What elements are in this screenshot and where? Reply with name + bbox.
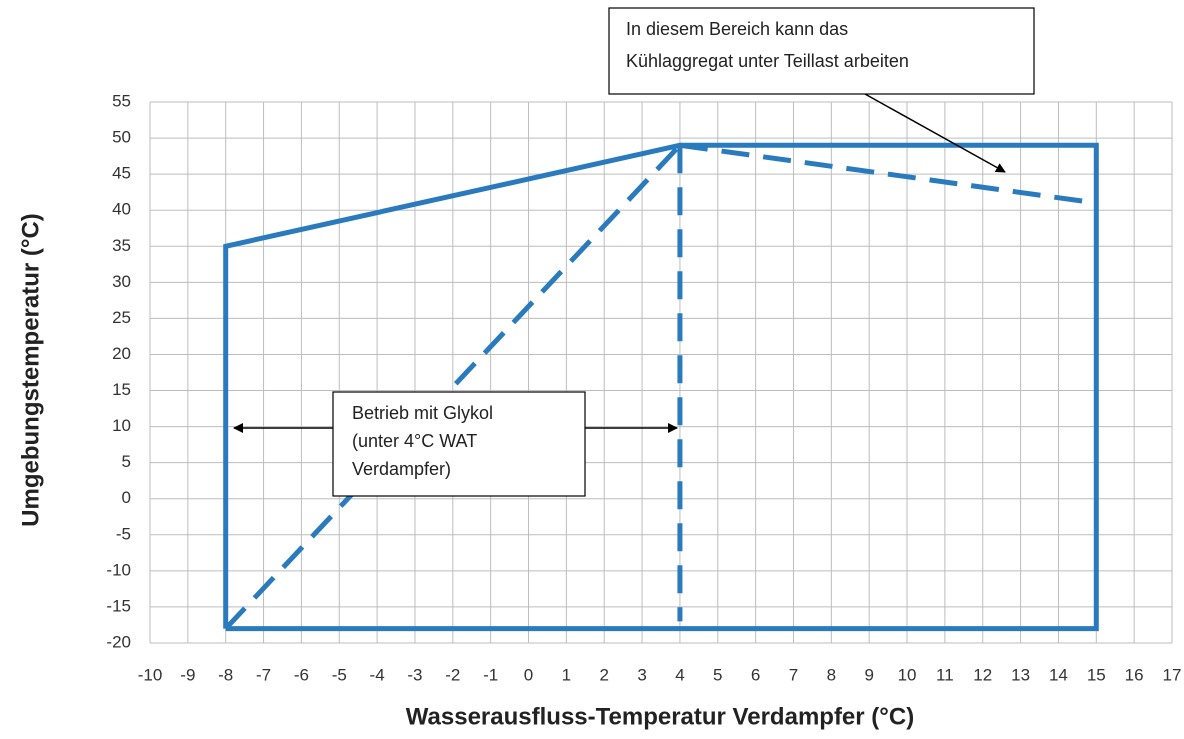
- annotation-text: Verdampfer): [352, 459, 451, 479]
- y-tick-label: 20: [112, 344, 131, 363]
- x-tick-label: 7: [789, 665, 798, 684]
- y-tick-label: 15: [112, 380, 131, 399]
- x-tick-label: -3: [407, 665, 422, 684]
- x-tick-label: 8: [827, 665, 836, 684]
- annotation-text: Betrieb mit Glykol: [352, 403, 493, 423]
- x-tick-label: 0: [524, 665, 533, 684]
- x-tick-label: -9: [180, 665, 195, 684]
- data-line: [223, 142, 1099, 632]
- y-tick-label: 0: [122, 488, 131, 507]
- x-tick-label: 1: [562, 665, 571, 684]
- x-tick-label: -8: [218, 665, 233, 684]
- x-tick-label: 5: [713, 665, 722, 684]
- x-tick-label: -6: [294, 665, 309, 684]
- x-tick-label: 3: [637, 665, 646, 684]
- y-tick-label: -15: [106, 596, 131, 615]
- data-line: [223, 143, 682, 631]
- x-tick-label: 11: [936, 665, 954, 684]
- y-tick-label: -10: [106, 560, 131, 579]
- y-tick-label: -5: [116, 524, 131, 543]
- annotation-box: [332, 391, 586, 497]
- x-tick-label: 4: [675, 665, 684, 684]
- x-tick-label: -7: [256, 665, 271, 684]
- x-tick-label: 13: [1011, 665, 1030, 684]
- y-tick-label: 5: [122, 452, 131, 471]
- x-tick-label: 10: [898, 665, 917, 684]
- y-tick-label: 30: [112, 272, 131, 291]
- x-tick-label: -1: [483, 665, 498, 684]
- x-tick-label: 15: [1087, 665, 1106, 684]
- x-tick-label: -10: [138, 665, 163, 684]
- x-tick-label: 2: [599, 665, 608, 684]
- annotation-box: [608, 7, 1035, 95]
- y-tick-label: 25: [112, 308, 131, 327]
- y-tick-label: 55: [112, 91, 131, 110]
- x-tick-label: 16: [1125, 665, 1144, 684]
- annotation-text: (unter 4°C WAT: [352, 431, 477, 451]
- annotation-text: Kühlaggregat unter Teillast arbeiten: [626, 51, 909, 71]
- x-tick-label: -5: [332, 665, 347, 684]
- x-tick-label: 9: [864, 665, 873, 684]
- data-line: [679, 142, 1097, 206]
- x-axis-label: Wasserausfluss-Temperatur Verdampfer (°C…: [406, 703, 914, 730]
- y-tick-label: 40: [112, 200, 131, 219]
- y-tick-label: 50: [112, 128, 131, 147]
- y-tick-label: 10: [112, 416, 131, 435]
- y-tick-label: 35: [112, 236, 131, 255]
- x-tick-label: -2: [445, 665, 460, 684]
- annotation-text: In diesem Bereich kann das: [626, 19, 848, 39]
- y-tick-label: -20: [106, 632, 131, 651]
- x-tick-label: -4: [370, 665, 385, 684]
- x-tick-label: 14: [1049, 665, 1068, 684]
- y-tick-label: 45: [112, 164, 131, 183]
- y-axis-label: Umgebungstemperatur (°C): [17, 213, 44, 527]
- x-tick-label: 12: [973, 665, 992, 684]
- annotation-arrow: [864, 93, 1006, 173]
- x-tick-label: 17: [1163, 665, 1182, 684]
- x-tick-label: 6: [751, 665, 760, 684]
